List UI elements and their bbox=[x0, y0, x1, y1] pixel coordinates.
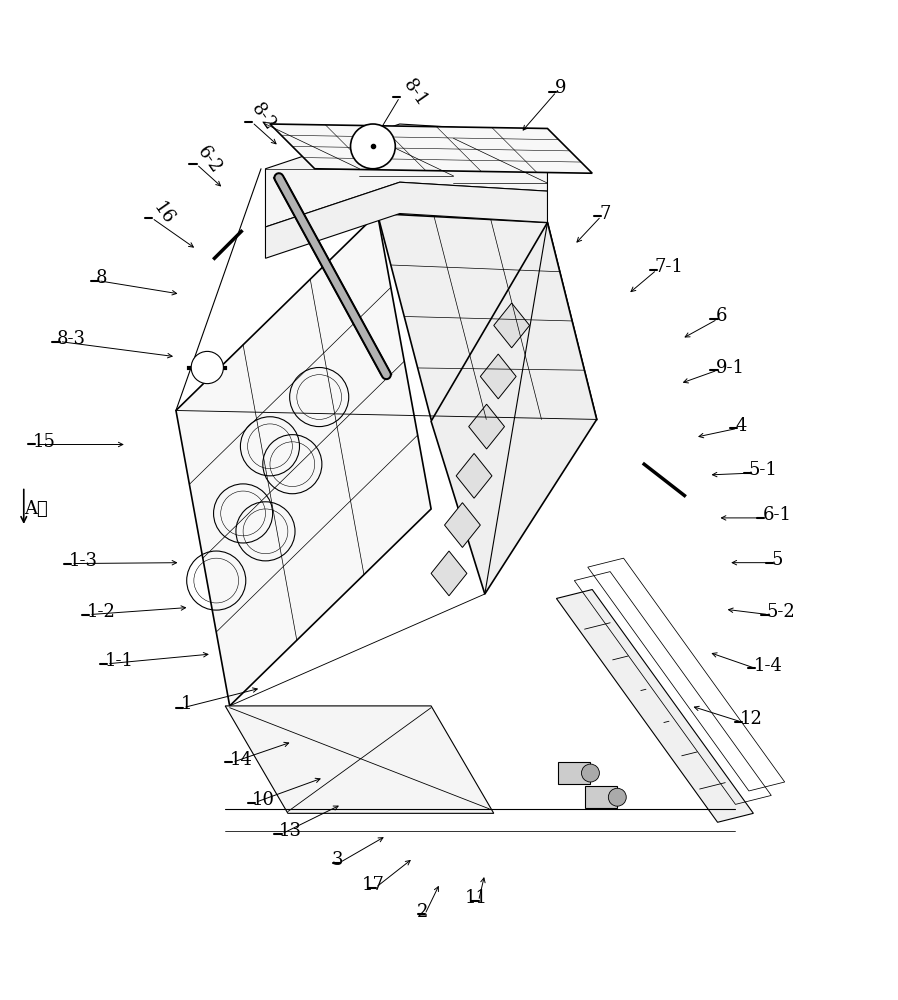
Text: 1-4: 1-4 bbox=[753, 657, 782, 675]
Text: 8-3: 8-3 bbox=[57, 330, 86, 348]
Polygon shape bbox=[266, 182, 548, 258]
Text: 4: 4 bbox=[735, 417, 747, 435]
Polygon shape bbox=[469, 404, 505, 449]
Polygon shape bbox=[377, 214, 596, 419]
Polygon shape bbox=[456, 453, 492, 498]
Text: 10: 10 bbox=[252, 791, 275, 809]
Text: 9: 9 bbox=[555, 79, 566, 97]
Text: 5-1: 5-1 bbox=[749, 461, 778, 479]
Circle shape bbox=[582, 764, 599, 782]
Text: 14: 14 bbox=[230, 751, 252, 769]
Circle shape bbox=[191, 351, 224, 384]
Text: 1-1: 1-1 bbox=[104, 652, 133, 670]
Circle shape bbox=[608, 788, 626, 806]
Text: 3: 3 bbox=[331, 851, 343, 869]
Text: 8: 8 bbox=[95, 269, 107, 287]
Text: 5: 5 bbox=[771, 551, 783, 569]
Polygon shape bbox=[480, 354, 516, 399]
Polygon shape bbox=[445, 503, 480, 547]
Text: 13: 13 bbox=[279, 822, 302, 840]
Polygon shape bbox=[494, 303, 530, 348]
Polygon shape bbox=[270, 124, 593, 173]
Circle shape bbox=[350, 124, 395, 169]
Text: 6: 6 bbox=[716, 307, 727, 325]
Bar bbox=[559, 762, 591, 784]
Text: 1-3: 1-3 bbox=[68, 552, 98, 570]
Bar bbox=[585, 786, 617, 808]
Text: 2: 2 bbox=[417, 903, 427, 921]
Text: 7: 7 bbox=[599, 205, 611, 223]
Text: 9-1: 9-1 bbox=[716, 359, 744, 377]
Text: 6-2: 6-2 bbox=[194, 143, 225, 177]
Polygon shape bbox=[266, 124, 548, 227]
Text: 5-2: 5-2 bbox=[767, 603, 796, 621]
Text: 8-2: 8-2 bbox=[248, 100, 279, 134]
Text: 11: 11 bbox=[464, 889, 488, 907]
Text: 16: 16 bbox=[149, 199, 177, 228]
Text: 1-2: 1-2 bbox=[86, 603, 115, 621]
Text: 15: 15 bbox=[32, 433, 56, 451]
Polygon shape bbox=[431, 222, 596, 594]
Text: 8-1: 8-1 bbox=[400, 76, 431, 110]
Polygon shape bbox=[557, 590, 753, 822]
Polygon shape bbox=[225, 706, 494, 813]
Polygon shape bbox=[431, 551, 467, 596]
Text: 7-1: 7-1 bbox=[655, 258, 683, 276]
Text: 6-1: 6-1 bbox=[762, 506, 791, 524]
Text: A向: A向 bbox=[23, 500, 48, 518]
Text: 12: 12 bbox=[740, 710, 762, 728]
Text: 1: 1 bbox=[180, 695, 192, 713]
Text: 17: 17 bbox=[362, 876, 384, 894]
Polygon shape bbox=[176, 214, 431, 706]
